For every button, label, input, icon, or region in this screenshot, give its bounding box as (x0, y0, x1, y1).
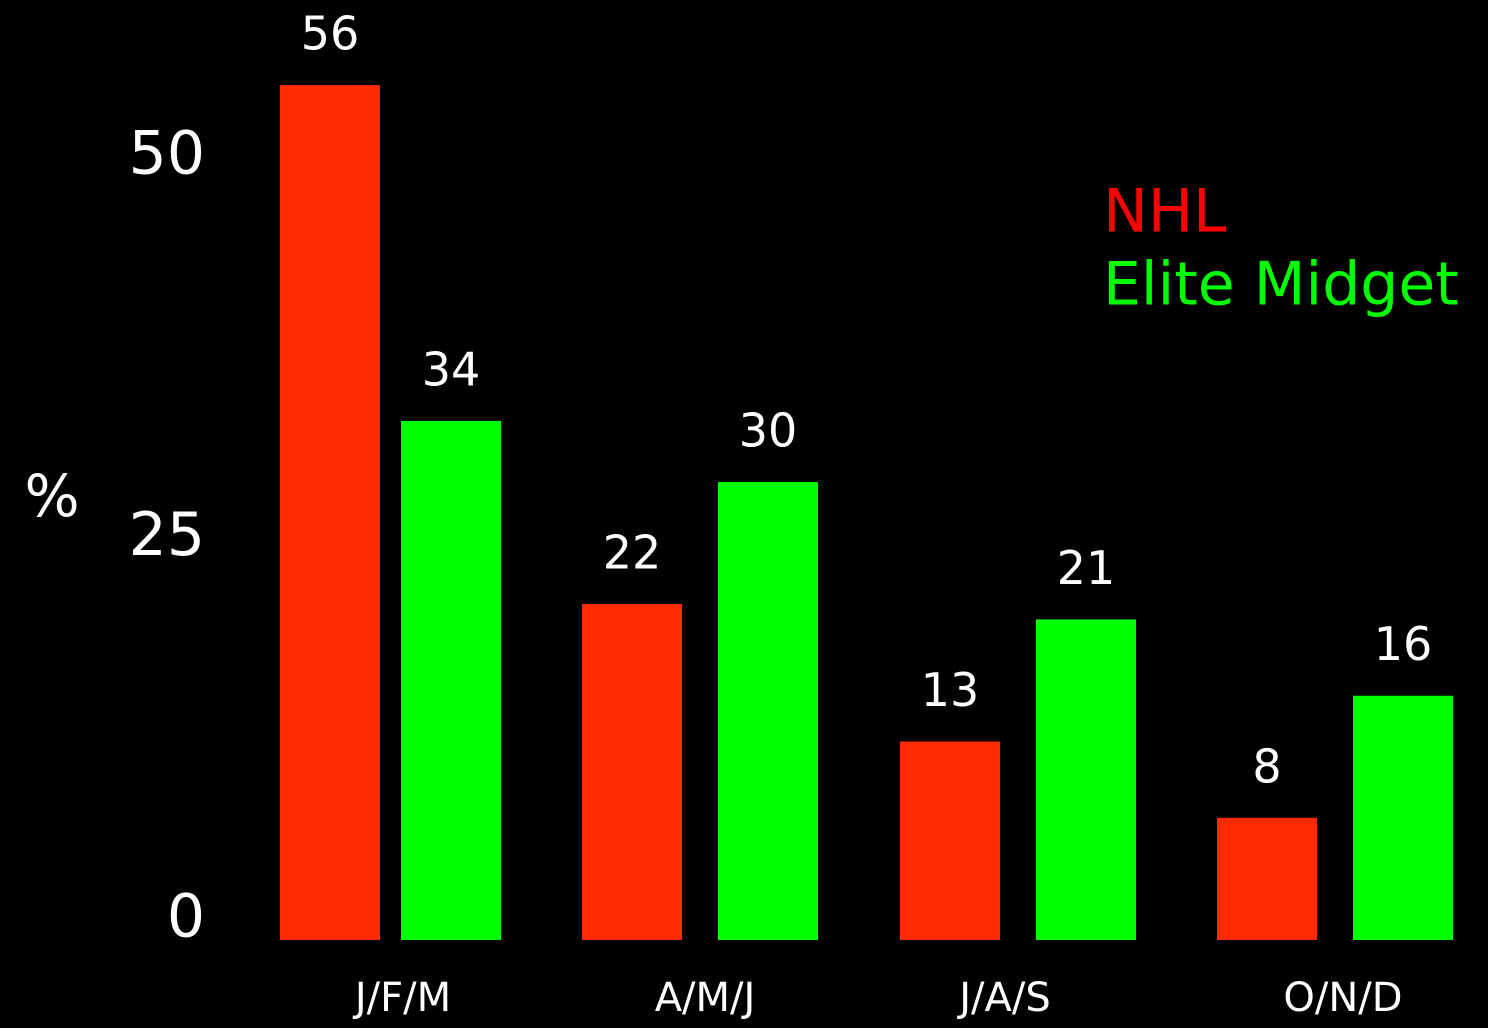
x-tick-label: J/A/S (956, 975, 1051, 1021)
y-axis-label: % (24, 462, 79, 530)
x-tick-label: J/F/M (352, 975, 451, 1021)
legend-entry: NHL (1103, 177, 1227, 247)
bar (1036, 619, 1136, 940)
value-label: 8 (1252, 739, 1281, 793)
bar (280, 85, 380, 941)
bar (900, 741, 1000, 940)
value-label: 22 (603, 526, 662, 580)
bar (582, 604, 682, 940)
value-label: 16 (1374, 617, 1433, 671)
value-label: 21 (1057, 541, 1116, 595)
legend-entry: Elite Midget (1103, 250, 1459, 320)
value-label: 30 (739, 404, 798, 458)
y-tick-label: 0 (167, 882, 205, 952)
y-tick-label: 50 (129, 118, 205, 188)
bar (718, 482, 818, 940)
x-tick-label: A/M/J (655, 975, 756, 1021)
value-label: 34 (422, 342, 481, 396)
bar (1217, 817, 1317, 940)
value-label: 56 (301, 7, 360, 61)
bar (401, 420, 501, 940)
x-tick-label: O/N/D (1283, 975, 1402, 1021)
bar (1353, 695, 1453, 940)
y-tick-label: 25 (129, 500, 205, 570)
value-label: 13 (921, 663, 980, 717)
